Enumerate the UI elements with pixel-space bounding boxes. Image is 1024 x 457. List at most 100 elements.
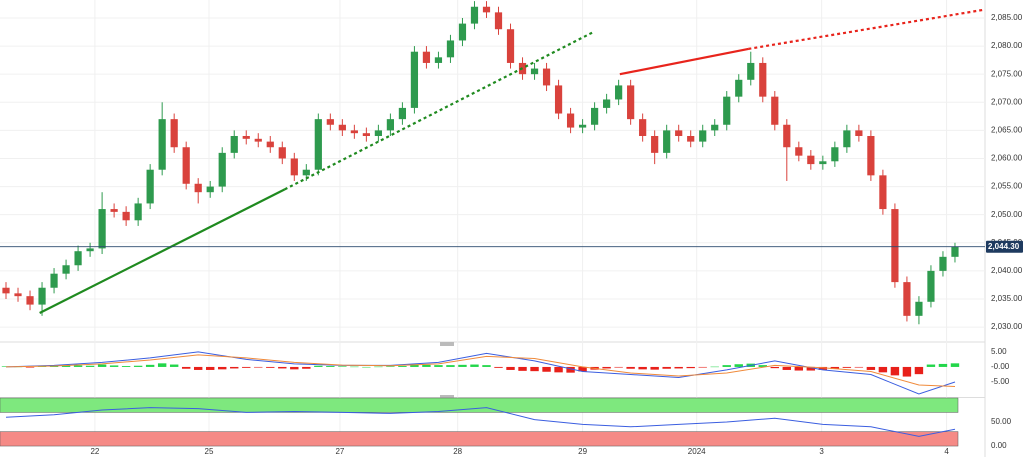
y-tick-label: 2,050.00 xyxy=(991,210,1023,219)
histogram-bar xyxy=(290,366,299,370)
histogram-bar xyxy=(638,366,647,370)
candle-body xyxy=(831,147,839,162)
y-tick-label: -0.00 xyxy=(991,362,1010,371)
candle-body xyxy=(38,287,46,305)
candle-body xyxy=(74,251,82,266)
candle-body xyxy=(939,256,947,271)
candle-body xyxy=(699,130,707,142)
histogram-bar xyxy=(362,366,371,368)
candle-body xyxy=(819,161,827,165)
histogram-bar xyxy=(734,364,743,367)
histogram-bar xyxy=(422,364,431,367)
candle-body xyxy=(591,107,599,125)
histogram-bar xyxy=(578,366,587,372)
trend-line xyxy=(619,47,749,76)
histogram-bar xyxy=(85,365,95,367)
candle-body xyxy=(266,141,274,148)
candle-body xyxy=(843,130,851,148)
histogram-bar xyxy=(446,365,455,367)
candle-body xyxy=(86,248,94,252)
candle-body xyxy=(194,183,202,193)
y-tick-label: 2,040.00 xyxy=(991,266,1023,275)
histogram-bar xyxy=(133,365,143,367)
candle-body xyxy=(122,211,130,221)
panel-handle[interactable] xyxy=(440,342,454,346)
candle-body xyxy=(170,119,178,148)
candle-body xyxy=(254,138,262,142)
candle-body xyxy=(891,209,899,283)
candle-body xyxy=(326,119,334,125)
x-tick-label: 28 xyxy=(453,447,462,456)
candle-body xyxy=(903,282,911,316)
x-tick-label: 25 xyxy=(205,447,214,456)
histogram-bar xyxy=(782,366,792,370)
panel-handle[interactable] xyxy=(440,395,454,399)
histogram-bar xyxy=(410,364,419,367)
histogram-bar xyxy=(314,365,323,367)
x-tick-label: 2024 xyxy=(688,447,706,456)
y-tick-label: 2,060.00 xyxy=(991,154,1023,163)
histogram-bar xyxy=(254,366,263,368)
histogram-bar xyxy=(866,366,876,370)
histogram-bar xyxy=(950,363,960,367)
y-tick-label: 50.00 xyxy=(991,417,1012,426)
trend-line xyxy=(748,8,986,50)
histogram-bar xyxy=(169,364,179,367)
histogram-bar xyxy=(902,366,912,377)
candle-body xyxy=(494,12,503,30)
candle-body xyxy=(554,85,563,114)
candle-body xyxy=(386,119,394,131)
candle-body xyxy=(879,175,887,210)
candle-body xyxy=(374,130,382,136)
candle-body xyxy=(62,265,70,274)
candle-body xyxy=(506,29,515,63)
histogram-bar xyxy=(842,366,852,368)
y-tick-label: 2,035.00 xyxy=(991,294,1023,303)
histogram-bar xyxy=(434,365,443,367)
histogram-bar xyxy=(806,366,816,371)
histogram-bar xyxy=(230,366,239,369)
histogram-bar xyxy=(193,366,203,370)
candle-body xyxy=(542,68,551,86)
histogram-bar xyxy=(398,366,407,367)
histogram-bar xyxy=(602,366,611,369)
histogram-bar xyxy=(157,363,167,367)
histogram-bar xyxy=(674,366,683,369)
candle-body xyxy=(14,293,22,297)
candle-body xyxy=(603,99,611,108)
candle-body xyxy=(110,209,118,212)
indicator-line xyxy=(5,407,956,437)
candle-body xyxy=(723,96,731,125)
histogram-bar xyxy=(181,366,191,369)
histogram-bar xyxy=(73,365,83,367)
candle-body xyxy=(146,169,154,204)
x-tick-label: 27 xyxy=(335,447,344,456)
histogram-bar xyxy=(218,366,227,370)
histogram-bar xyxy=(278,366,287,369)
histogram-bar xyxy=(722,365,731,367)
candle-body xyxy=(735,79,743,97)
candle-body xyxy=(783,124,791,148)
candle-body xyxy=(482,6,491,13)
candle-body xyxy=(855,130,863,136)
candle-body xyxy=(578,124,587,128)
histogram-bar xyxy=(470,364,479,367)
candle-body xyxy=(639,119,647,136)
histogram-bar xyxy=(530,366,539,372)
histogram-bar xyxy=(818,366,828,370)
histogram-bar xyxy=(890,366,900,376)
histogram-bar xyxy=(698,366,707,368)
rsi-band xyxy=(0,431,959,447)
candle-body xyxy=(915,301,923,316)
candle-body xyxy=(278,147,286,159)
candle-body xyxy=(182,147,190,184)
histogram-bar xyxy=(614,366,623,368)
candle-body xyxy=(615,85,623,100)
trend-line xyxy=(39,188,286,315)
candle-body xyxy=(951,246,959,257)
candle-body xyxy=(98,209,106,249)
candle-body xyxy=(242,136,250,139)
histogram-bar xyxy=(830,366,840,370)
histogram-bar xyxy=(662,366,671,369)
